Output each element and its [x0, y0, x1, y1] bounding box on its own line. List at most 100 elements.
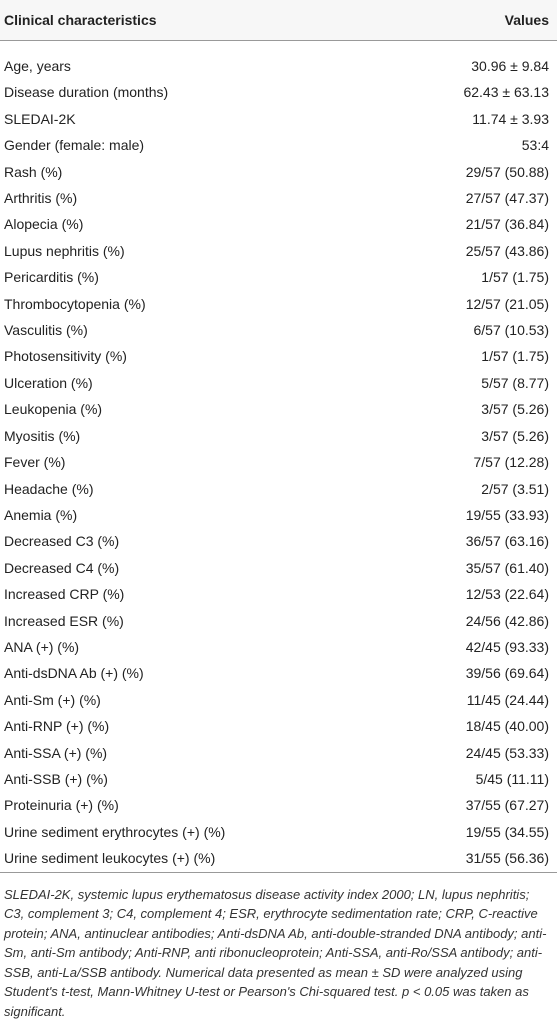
table-row: Vasculitis (%) 6/57 (10.53) [0, 317, 557, 343]
table-row: Pericarditis (%) 1/57 (1.75) [0, 264, 557, 290]
value-cell: 18/45 (40.00) [465, 718, 549, 735]
table-row: Anti-RNP (+) (%) 18/45 (40.00) [0, 713, 557, 739]
table-row: Decreased C3 (%) 36/57 (63.16) [0, 528, 557, 554]
characteristic-cell: Lupus nephritis (%) [4, 242, 125, 259]
table-row: Increased ESR (%) 24/56 (42.86) [0, 608, 557, 634]
characteristic-cell: Disease duration (months) [4, 84, 169, 101]
characteristic-cell: Anti-Sm (+) (%) [4, 691, 101, 708]
spacer-row [0, 41, 557, 54]
table-row: Leukopenia (%) 3/57 (5.26) [0, 396, 557, 422]
characteristic-cell: Vasculitis (%) [4, 322, 88, 339]
value-cell: 5/45 (11.11) [475, 770, 549, 787]
table-row: Headache (%) 2/57 (3.51) [0, 476, 557, 502]
value-cell: 12/57 (21.05) [465, 295, 549, 312]
table-row: Proteinuria (+) (%) 37/55 (67.27) [0, 792, 557, 818]
spacer-cell [0, 41, 557, 54]
table-row: Age, years 30.96 ± 9.84 [0, 53, 557, 79]
header-cell: Values [390, 0, 557, 41]
characteristic-cell: SLEDAI-2K [4, 110, 76, 127]
characteristic-cell: Arthritis (%) [4, 190, 78, 207]
characteristic-cell: Ulceration (%) [4, 374, 93, 391]
table-row: SLEDAI-2K 11.74 ± 3.93 [0, 106, 557, 132]
value-cell: 62.43 ± 63.13 [463, 84, 549, 101]
table-body: Age, years 30.96 ± 9.84 Disease duration (… [0, 41, 557, 873]
value-cell: 37/55 (67.27) [465, 797, 549, 814]
value-cell: 36/57 (63.16) [465, 533, 549, 550]
characteristic-cell: Myositis (%) [4, 427, 81, 444]
characteristic-cell: Fever (%) [4, 454, 66, 471]
characteristic-cell: Anti-SSB (+) (%) [4, 770, 108, 787]
value-cell: 5/57 (8.77) [481, 374, 549, 391]
value-cell: 7/57 (12.28) [473, 454, 550, 471]
table-row: Anti-SSB (+) (%) 5/45 (11.11) [0, 766, 557, 792]
characteristic-cell: Anemia (%) [4, 506, 78, 523]
characteristic-cell: Increased ESR (%) [4, 612, 124, 629]
table-row: Anti-dsDNA Ab (+) (%) 39/56 (69.64) [0, 660, 557, 686]
value-cell: 31/55 (56.36) [390, 845, 557, 873]
characteristic-cell: Leukopenia (%) [4, 401, 103, 418]
table-row: Disease duration (months) 62.43 ± 63.13 [0, 79, 557, 105]
value-cell: 19/55 (33.93) [465, 506, 549, 523]
characteristic-cell: Age, years [4, 58, 71, 74]
table-row: Arthritis (%) 27/57 (47.37) [0, 185, 557, 211]
value-cell: 35/57 (61.40) [465, 559, 549, 576]
characteristic-cell: Proteinuria (+) (%) [4, 797, 119, 814]
table-row: Rash (%) 29/57 (50.88) [0, 159, 557, 185]
value-cell: 24/45 (53.33) [465, 744, 549, 761]
value-cell: 11.74 ± 3.93 [472, 110, 549, 127]
characteristic-cell: Pericarditis (%) [4, 269, 99, 286]
value-cell: 6/57 (10.53) [473, 322, 550, 339]
characteristic-cell: Alopecia (%) [4, 216, 84, 233]
characteristic-cell: ANA (+) (%) [4, 638, 80, 655]
characteristic-cell: Headache (%) [4, 480, 94, 497]
characteristic-cell: Urine sediment erythrocytes (+) (%) [4, 823, 226, 840]
characteristic-cell: Anti-dsDNA Ab (+) (%) [4, 665, 144, 682]
value-cell: 29/57 (50.88) [465, 163, 549, 180]
value-cell: 3/57 (5.26) [481, 427, 549, 444]
characteristic-cell: Anti-SSA (+) (%) [4, 744, 108, 761]
header-cell: Clinical characteristics [0, 0, 391, 41]
value-cell: 1/57 (1.75) [481, 269, 549, 286]
table-row: Photosensitivity (%) 1/57 (1.75) [0, 343, 557, 369]
characteristic-cell: Decreased C3 (%) [4, 533, 120, 550]
table-row: Myositis (%) 3/57 (5.26) [0, 423, 557, 449]
value-cell: 27/57 (47.37) [465, 190, 549, 207]
table-row: Alopecia (%) 21/57 (36.84) [0, 211, 557, 237]
value-cell: 2/57 (3.51) [481, 480, 549, 497]
characteristic-cell: Anti-RNP (+) (%) [4, 718, 110, 735]
table-row: Increased CRP (%) 12/53 (22.64) [0, 581, 557, 607]
value-cell: 12/53 (22.64) [465, 586, 549, 603]
table-row: Gender (female: male) 53:4 [0, 132, 557, 158]
characteristic-cell: Increased CRP (%) [4, 586, 125, 603]
table-row: Anti-SSA (+) (%) 24/45 (53.33) [0, 740, 557, 766]
characteristic-cell: Photosensitivity (%) [4, 348, 127, 365]
table-row: Fever (%) 7/57 (12.28) [0, 449, 557, 475]
characteristic-cell: Rash (%) [4, 163, 63, 180]
table-row: Lupus nephritis (%) 25/57 (43.86) [0, 238, 557, 264]
header-row: Clinical characteristics Values [0, 0, 557, 41]
value-cell: 42/45 (93.33) [465, 638, 549, 655]
value-cell: 21/57 (36.84) [465, 216, 549, 233]
value-cell: 11/45 (24.44) [466, 691, 549, 708]
value-cell: 24/56 (42.86) [465, 612, 549, 629]
characteristic-cell: Thrombocytopenia (%) [4, 295, 146, 312]
table: Clinical characteristics Values Age, yea… [0, 0, 557, 873]
table-row: Urine sediment leukocytes (+) (%) 31/55 (… [0, 845, 557, 873]
characteristic-cell: Gender (female: male) [4, 137, 145, 154]
value-cell: 53:4 [521, 137, 549, 154]
characteristic-cell: Urine sediment leukocytes (+) (%) [0, 845, 391, 873]
value-cell: 25/57 (43.86) [465, 242, 549, 259]
characteristic-cell: Decreased C4 (%) [4, 559, 120, 576]
table-row: Thrombocytopenia (%) 12/57 (21.05) [0, 291, 557, 317]
table-row: Anemia (%) 19/55 (33.93) [0, 502, 557, 528]
table-row: Urine sediment erythrocytes (+) (%) 19/55… [0, 819, 557, 845]
table-row: ANA (+) (%) 42/45 (93.33) [0, 634, 557, 660]
value-cell: 19/55 (34.55) [465, 823, 549, 840]
value-cell: 30.96 ± 9.84 [471, 58, 549, 74]
value-cell: 39/56 (69.64) [465, 665, 549, 682]
table-row: Anti-Sm (+) (%) 11/45 (24.44) [0, 687, 557, 713]
table-head: Clinical characteristics Values [0, 0, 557, 41]
table-row: Ulceration (%) 5/57 (8.77) [0, 370, 557, 396]
